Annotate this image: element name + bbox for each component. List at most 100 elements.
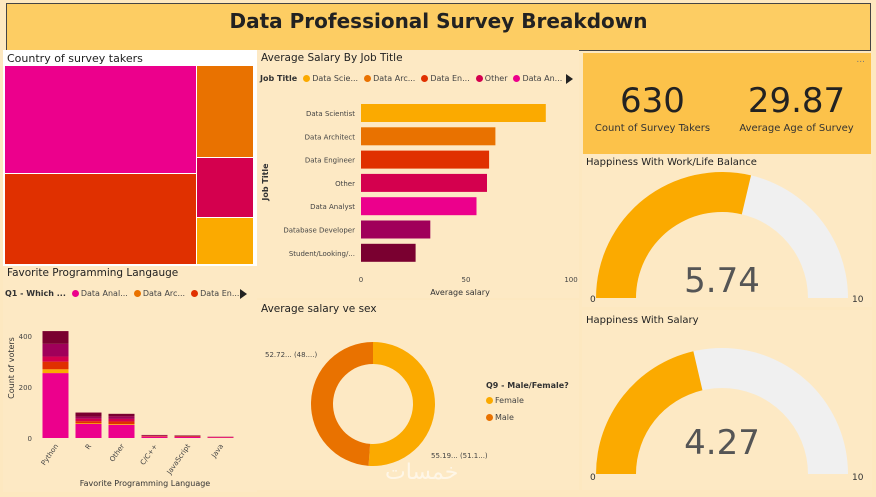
category-label: R <box>84 442 93 451</box>
bar-segment[interactable] <box>174 436 201 438</box>
legend-item[interactable]: Data An... <box>513 74 562 83</box>
more-options-icon[interactable]: ... <box>856 55 865 65</box>
header-bar <box>6 3 871 51</box>
bar-segment[interactable] <box>75 421 102 424</box>
salary-by-sex-title: Average salary ve sex <box>261 303 377 315</box>
legend-item[interactable]: Data Arc... <box>364 74 415 83</box>
legend-item[interactable]: Data Arc... <box>133 289 185 298</box>
gauge-worklife-title: Happiness With Work/Life Balance <box>586 157 757 168</box>
x-tick-label: 50 <box>462 276 471 284</box>
legend-next-icon[interactable] <box>240 289 247 299</box>
languages-title: Favorite Programming Langauge <box>7 267 179 279</box>
treemap-tile-5[interactable] <box>197 218 253 264</box>
gauge-salary-max: 10 <box>852 473 864 483</box>
bar[interactable] <box>361 150 490 169</box>
donut-slice[interactable] <box>311 342 373 466</box>
legend-item[interactable]: Other <box>475 74 507 83</box>
gauge-worklife-fill <box>596 171 752 298</box>
legend-dot <box>71 290 79 297</box>
bar-segment[interactable] <box>108 418 135 422</box>
x-tick-label: 100 <box>564 276 577 284</box>
gauge-salary-value: 4.27 <box>684 423 760 463</box>
legend-label: Data Arc... <box>373 74 416 83</box>
bar[interactable] <box>361 197 477 216</box>
watermark: خمسات <box>385 460 459 485</box>
bar-segment[interactable] <box>42 361 69 370</box>
bar-segment[interactable] <box>42 369 69 374</box>
bar-segment[interactable] <box>174 436 201 437</box>
category-label: Other <box>108 442 126 463</box>
kpi-count-label: Count of Survey Takers <box>594 123 711 134</box>
bar[interactable] <box>361 220 431 239</box>
donut-slice[interactable] <box>368 342 436 466</box>
salary-by-sex-donut: 52.72... (48....) 55.19... (51.1...) <box>265 342 488 466</box>
bar-segment[interactable] <box>42 343 69 357</box>
bar[interactable] <box>361 127 496 146</box>
kpi-count-value: 630 <box>620 81 685 121</box>
x-axis-label: Favorite Programming Language <box>80 479 211 488</box>
bar-segment[interactable] <box>75 412 102 417</box>
y-tick-label: 0 <box>28 435 32 443</box>
treemap-tile-1[interactable] <box>5 66 196 173</box>
legend-item[interactable]: Data En... <box>191 289 239 298</box>
category-label: Java <box>210 443 226 461</box>
bar-segment[interactable] <box>141 435 168 437</box>
legend-item[interactable]: Data Anal... <box>71 289 128 298</box>
x-tick-label: 0 <box>359 276 363 284</box>
bar-segment[interactable] <box>108 416 135 419</box>
y-tick-label: 200 <box>19 384 32 392</box>
gauge-worklife-max: 10 <box>852 295 864 305</box>
bar-segment[interactable] <box>141 436 168 438</box>
bar-segment[interactable] <box>75 418 102 422</box>
bar-segment[interactable] <box>42 331 69 344</box>
bar-segment[interactable] <box>108 424 135 438</box>
y-tick-label: 400 <box>19 333 32 341</box>
legend-dot <box>486 414 493 421</box>
donut-legend-female[interactable]: Female <box>486 396 524 405</box>
bar-segment[interactable] <box>141 434 168 436</box>
bar-segment[interactable] <box>75 423 102 424</box>
salary-by-job-panel: Average Salary By Job Title Job Title Da… <box>257 50 579 298</box>
legend-dot <box>475 75 483 82</box>
kpi-count-card: 630 Count of Survey Takers <box>583 53 722 154</box>
bar-segment[interactable] <box>42 373 69 438</box>
legend-dot <box>191 290 199 297</box>
bar[interactable] <box>361 104 546 122</box>
treemap-tile-4[interactable] <box>197 158 253 217</box>
legend-dot <box>133 290 141 297</box>
gauge-worklife-min: 0 <box>590 295 596 305</box>
category-label: C/C++ <box>139 442 159 466</box>
bar[interactable] <box>361 173 487 192</box>
donut-legend-title: Q9 - Male/Female? <box>486 381 569 390</box>
gauge-worklife: 5.74 0 10 <box>590 171 864 305</box>
legend-item[interactable]: Data En... <box>421 74 470 83</box>
legend-dot <box>364 75 372 82</box>
bar-segment[interactable] <box>42 356 69 362</box>
donut-legend-male[interactable]: Male <box>486 413 514 422</box>
bar-segment[interactable] <box>207 437 234 438</box>
legend-dot <box>303 75 311 82</box>
x-axis-label: Average salary <box>430 288 490 297</box>
languages-chart: 0 200 400 Python R Other C/C++ JavaScript Java Fa… <box>7 331 234 488</box>
bar-segment[interactable] <box>141 436 168 437</box>
bar-segment[interactable] <box>75 424 102 438</box>
page-title: Data Professional Survey Breakdown <box>229 9 648 33</box>
kpi-age-card: 29.87 Average Age of Survey ... <box>722 53 871 154</box>
bar[interactable] <box>361 243 416 262</box>
salary-by-job-title: Average Salary By Job Title <box>261 52 403 64</box>
legend-dot <box>421 75 429 82</box>
treemap-tile-3[interactable] <box>197 66 253 157</box>
treemap-tile-2[interactable] <box>5 174 196 264</box>
legend-title: Job Title <box>260 74 298 83</box>
treemap-title: Country of survey takers <box>7 52 143 65</box>
bar-segment[interactable] <box>108 421 135 424</box>
legend-label: Data En... <box>200 289 240 298</box>
gauge-salary-min: 0 <box>590 473 596 483</box>
legend-next-icon[interactable] <box>566 74 573 84</box>
bar-segment[interactable] <box>75 416 102 419</box>
category-label: JavaScript <box>165 442 192 476</box>
bar-segment[interactable] <box>108 413 135 417</box>
legend-item[interactable]: Data Scie... <box>303 74 358 83</box>
bar-segment[interactable] <box>174 435 201 436</box>
bar-segment[interactable] <box>108 424 135 425</box>
